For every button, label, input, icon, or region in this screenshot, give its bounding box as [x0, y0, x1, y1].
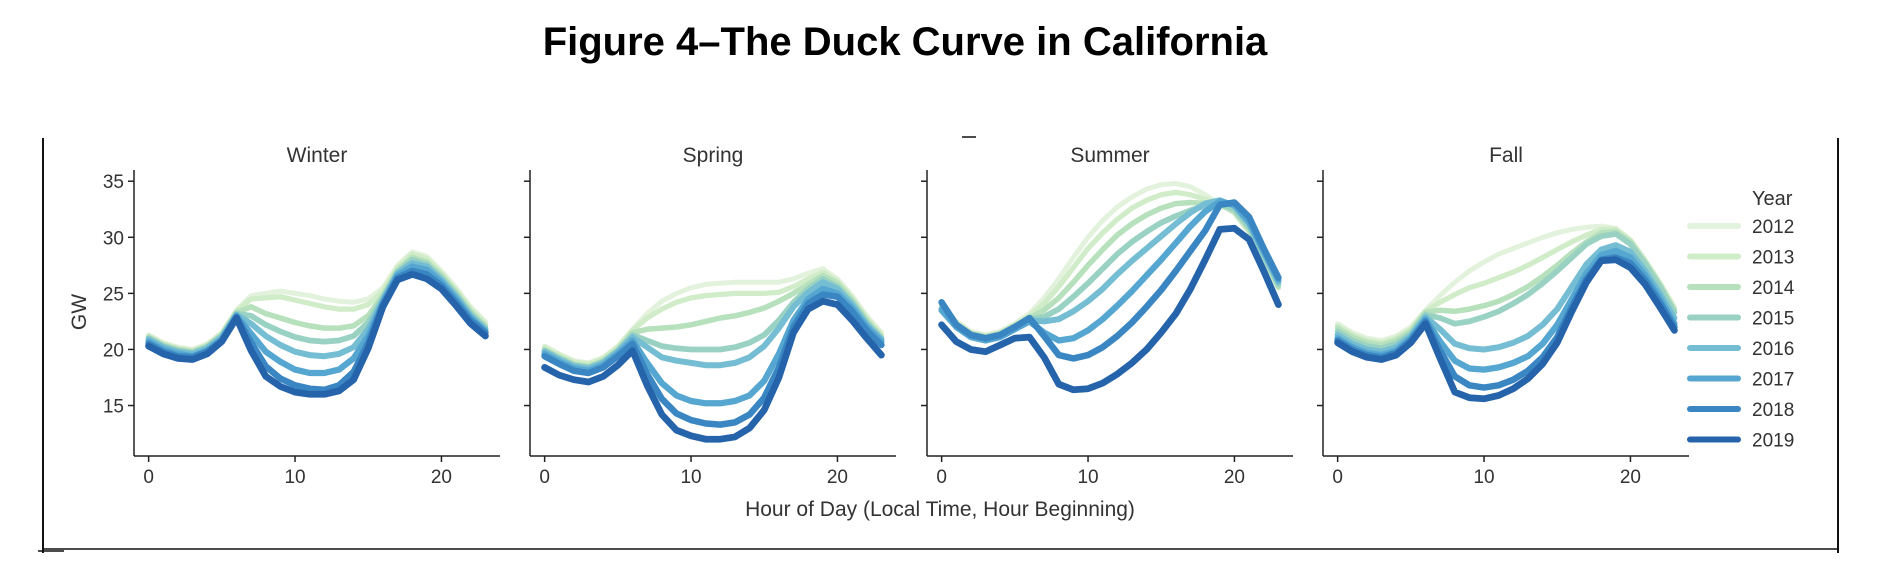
figure-title: Figure 4–The Duck Curve in California [542, 20, 1268, 64]
x-tick-label: 0 [539, 467, 550, 488]
panel-spring: Spring 0 10 20 [524, 144, 896, 488]
series-line-2018 [938, 199, 1282, 362]
series-line-2016 [1334, 242, 1678, 355]
series-line-2019 [541, 297, 885, 443]
x-tick-label: 10 [680, 467, 701, 488]
series-line-2019 [1334, 256, 1678, 403]
y-tick-label: 30 [103, 228, 124, 249]
x-tick-label: 10 [1077, 467, 1098, 488]
panel-summer: Summer 0 10 20 [921, 144, 1293, 488]
y-tick-label: 15 [103, 397, 124, 418]
legend: Year 2012 2013 2014 2015 2016 2017 2018 2019 [1687, 188, 1795, 452]
legend-label: 2017 [1752, 370, 1794, 391]
legend-label: 2014 [1752, 278, 1795, 299]
panel-title: Spring [683, 144, 744, 167]
legend-item-2018: 2018 [1687, 400, 1794, 421]
legend-label: 2013 [1752, 248, 1794, 269]
series-line-2016 [938, 197, 1282, 343]
legend-label: 2016 [1752, 339, 1794, 360]
x-tick-label: 20 [431, 467, 452, 488]
series-line-2019 [145, 270, 489, 398]
series-line-2015 [1334, 231, 1678, 352]
legend-label: 2015 [1752, 309, 1794, 330]
legend-item-2016: 2016 [1687, 339, 1794, 360]
y-tick-label: 25 [103, 284, 124, 305]
legend-item-2015: 2015 [1687, 309, 1794, 330]
series-line-2017 [938, 198, 1282, 344]
figure-frame [38, 136, 1839, 553]
x-tick-label: 0 [936, 467, 947, 488]
x-tick-label: 0 [1332, 467, 1343, 488]
x-tick-label: 10 [1473, 467, 1494, 488]
legend-item-2014: 2014 [1687, 278, 1795, 299]
panel-fall: Fall 0 10 20 [1317, 144, 1689, 488]
series-line-2012 [1335, 223, 1677, 343]
panels-group: Winter 15 20 25 30 35 0 10 20 Spring 0 10 20 Summer 0 1… [103, 144, 1689, 488]
y-tick-label: 20 [103, 340, 124, 361]
x-tick-label: 0 [143, 467, 154, 488]
legend-label: 2019 [1752, 431, 1794, 452]
legend-item-2012: 2012 [1687, 217, 1794, 238]
panel-title: Summer [1070, 144, 1149, 167]
legend-label: 2018 [1752, 400, 1794, 421]
legend-label: 2012 [1752, 217, 1794, 238]
panel-winter: Winter 15 20 25 30 35 0 10 20 [103, 144, 500, 488]
series-line-2019 [938, 224, 1282, 394]
legend-item-2019: 2019 [1687, 431, 1794, 452]
panel-title: Winter [287, 144, 348, 167]
legend-item-2013: 2013 [1687, 248, 1794, 269]
legend-title: Year [1752, 188, 1793, 210]
y-tick-label: 35 [103, 172, 124, 193]
x-tick-label: 10 [284, 467, 305, 488]
x-tick-label: 20 [827, 467, 848, 488]
legend-item-2017: 2017 [1687, 370, 1794, 391]
x-tick-label: 20 [1620, 467, 1641, 488]
series-line-2018 [541, 291, 885, 428]
x-tick-label: 20 [1224, 467, 1245, 488]
panel-title: Fall [1489, 144, 1523, 167]
x-axis-label: Hour of Day (Local Time, Hour Beginning) [745, 498, 1135, 521]
y-axis-label: GW [68, 294, 91, 330]
